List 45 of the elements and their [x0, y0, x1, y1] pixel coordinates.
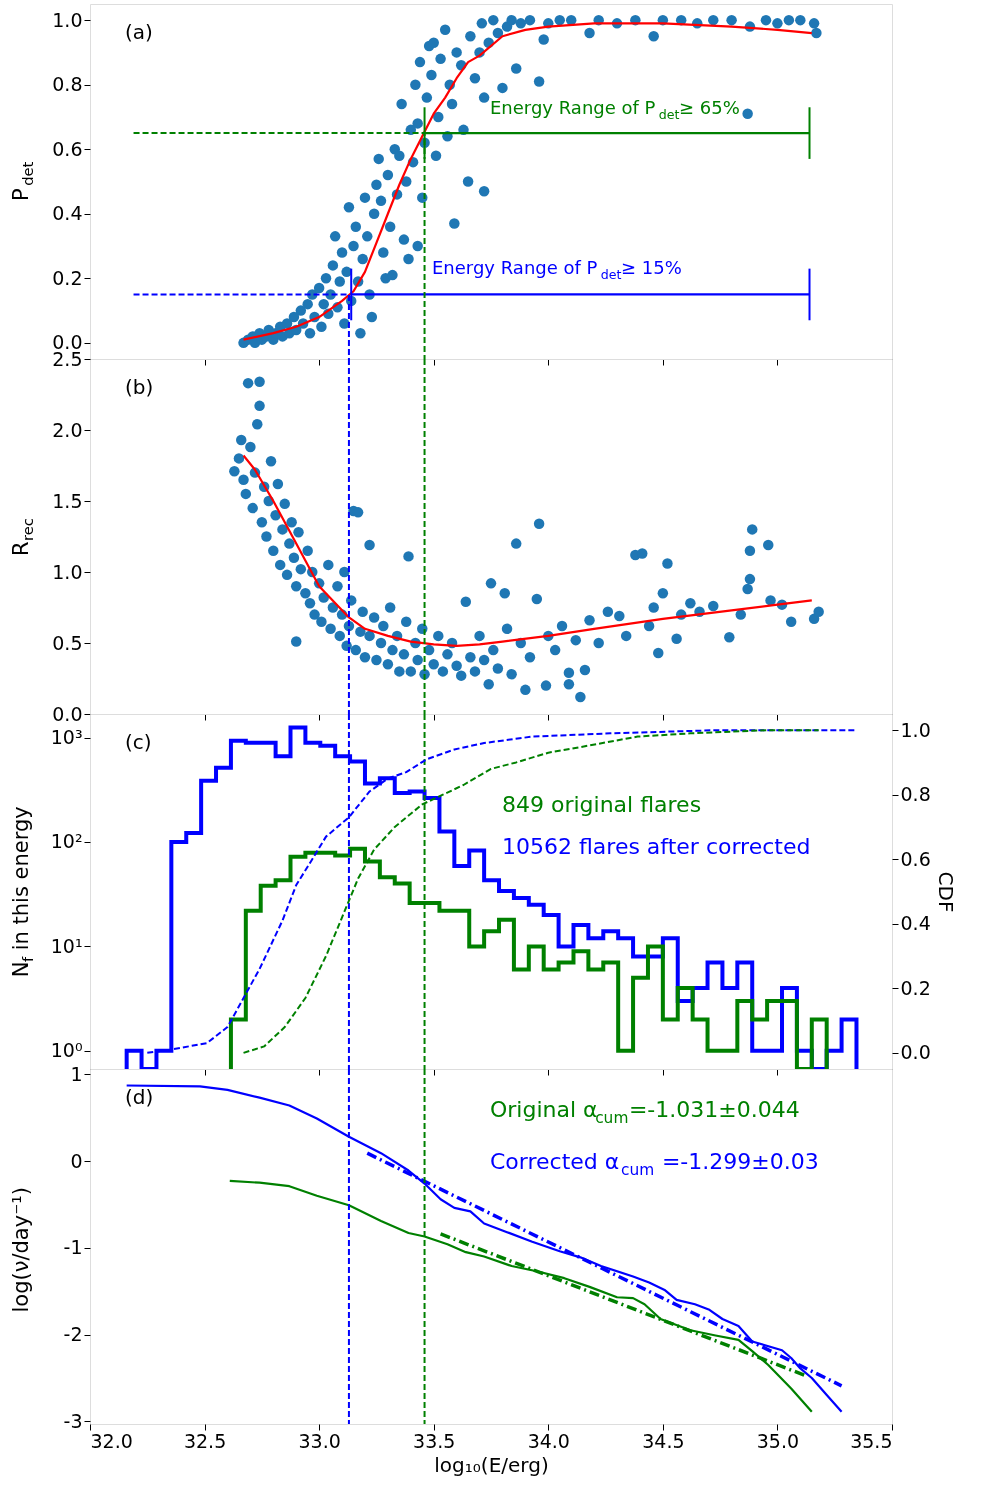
y-tick-label: 10⁰ — [50, 1039, 83, 1062]
y2-tick-label: 1.0 — [900, 718, 931, 741]
y2-tick-label: 0.0 — [900, 1041, 931, 1064]
y-tick-label: 0.0 — [52, 702, 83, 725]
y-axis-title: Rrec — [9, 518, 37, 557]
annotation: (a) — [125, 20, 153, 44]
y-tick-label: -3 — [63, 1409, 83, 1432]
y-tick-label: 1.0 — [52, 8, 83, 31]
x-tick-label: 35.5 — [850, 1429, 893, 1452]
y-tick-label: 0.5 — [52, 631, 83, 654]
y2-tick-label: 0.8 — [900, 783, 931, 806]
series-label: 10562 flares after corrected — [502, 834, 811, 859]
y2-tick-label: 0.6 — [900, 847, 931, 870]
y-tick-label: 10³ — [50, 726, 83, 749]
annotation: (c) — [125, 730, 152, 754]
y-axis-title: Pdet — [9, 161, 37, 201]
y-tick-label: 0.4 — [52, 202, 83, 225]
x-tick-label: 32.5 — [183, 1429, 227, 1452]
y-tick-label: 1.0 — [52, 560, 83, 583]
annotation: (d) — [125, 1085, 154, 1109]
x-tick-label: 34.0 — [527, 1429, 570, 1452]
y-axis-title: Nf in this energy — [9, 806, 37, 978]
y-tick-label: 10¹ — [50, 934, 83, 957]
annotation: (b) — [125, 375, 154, 399]
y-tick-label: -1 — [63, 1236, 83, 1259]
y-tick-label: 1.5 — [52, 489, 83, 512]
y-tick-label: 0 — [70, 1149, 83, 1172]
x-tick-label: 32.0 — [90, 1429, 133, 1452]
y-tick-label: -2 — [63, 1323, 83, 1346]
x-tick-label: 35.0 — [756, 1429, 800, 1452]
y-tick-label: 0.8 — [52, 73, 83, 96]
text: 849 original flares — [502, 792, 702, 817]
x-tick-label: 33.0 — [298, 1429, 341, 1452]
y-axis-title: log(ν/day⁻¹) — [9, 1187, 33, 1313]
y-tick-label: 10² — [50, 830, 83, 853]
y-tick-label: 1 — [70, 1062, 83, 1085]
y2-tick-label: 0.4 — [900, 912, 931, 935]
x-axis-title: log₁₀(E/erg) — [434, 1452, 549, 1477]
y2-tick-label: 0.2 — [900, 976, 931, 999]
y-tick-label: 0.2 — [52, 266, 83, 289]
x-tick-label: 34.5 — [642, 1429, 685, 1452]
y-tick-label: 0.6 — [52, 137, 83, 160]
y2-axis-title: CDF — [933, 871, 958, 913]
y-tick-label: 2.0 — [52, 418, 83, 441]
x-tick-label: 33.5 — [413, 1429, 456, 1452]
